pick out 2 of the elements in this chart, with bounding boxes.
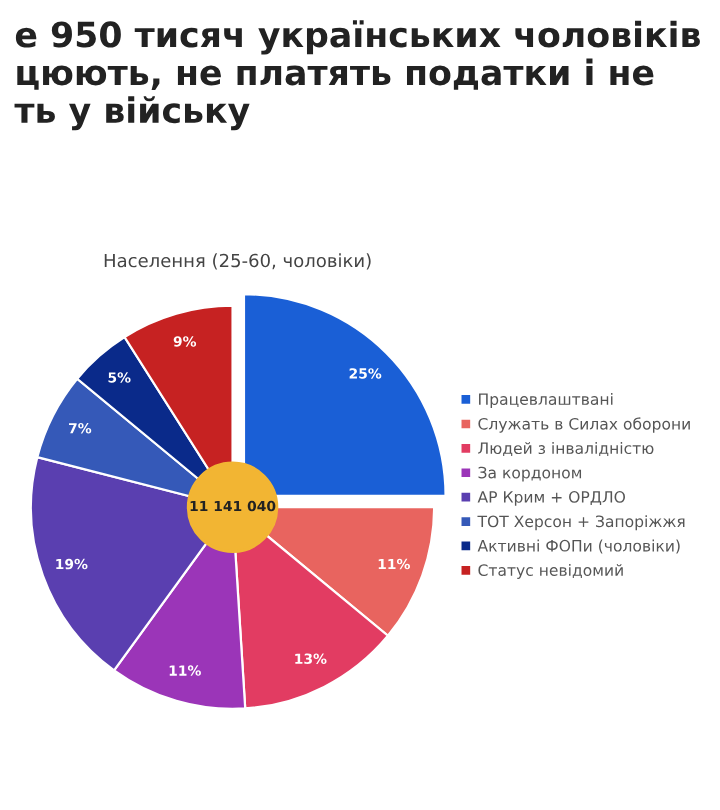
chart-subtitle: Населення (25-60, чоловіки) xyxy=(104,253,371,270)
chart-title: е 950 тисяч українських чоловіків цюють, не платять податки і не ть у війську xyxy=(14,20,700,131)
